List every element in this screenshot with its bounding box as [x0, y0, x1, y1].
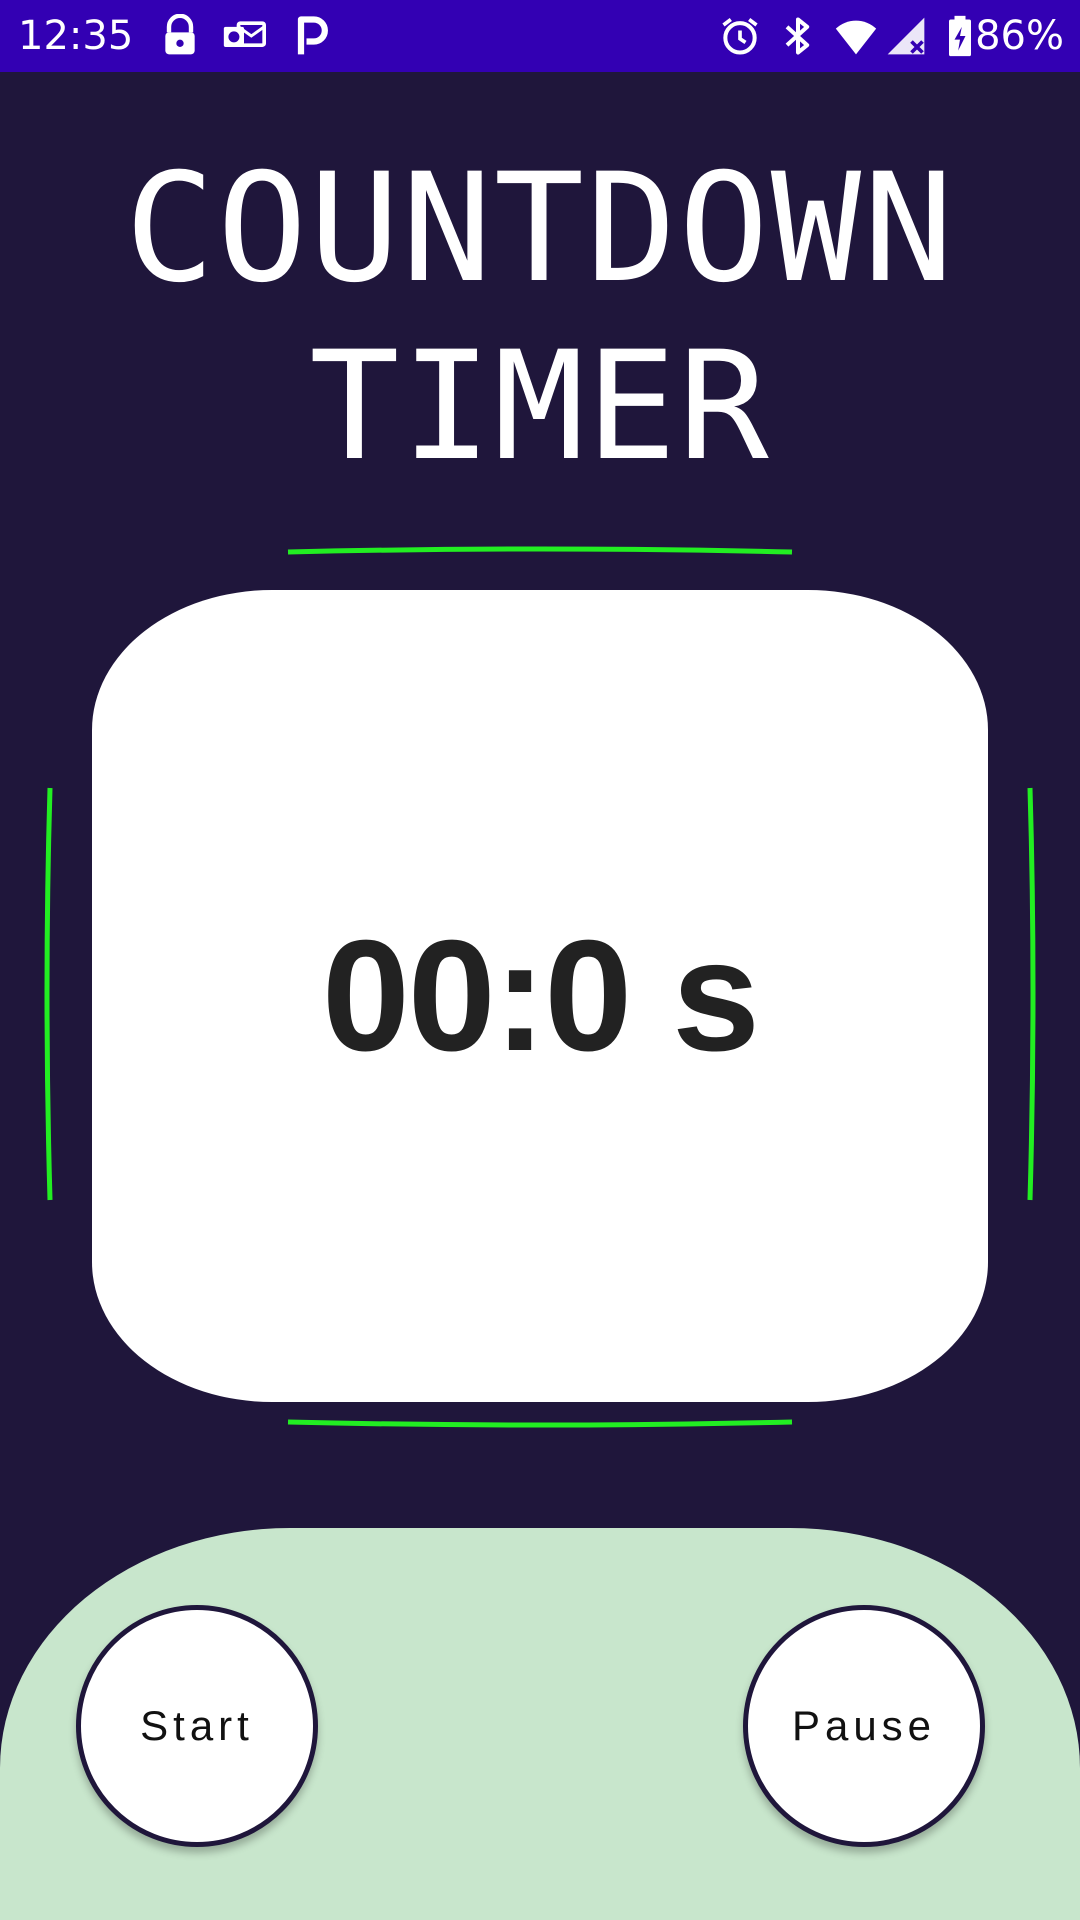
alarm-icon — [722, 18, 758, 55]
status-bar: 12:35 — [0, 0, 1080, 72]
parking-icon — [297, 16, 328, 55]
wifi-icon — [835, 20, 877, 55]
timer-display: 00:0 s — [321, 907, 760, 1084]
lock-icon — [165, 14, 195, 55]
battery-percentage: 86% — [975, 13, 1064, 59]
status-time: 12:35 — [18, 13, 134, 59]
timer-frame-accents — [44, 546, 1036, 1428]
battery-icon — [949, 15, 971, 57]
bluetooth-icon — [785, 17, 810, 55]
pause-button[interactable]: Pause — [743, 1605, 985, 1847]
page-title: COUNTDOWN TIMER — [0, 140, 1080, 496]
signal-icon — [887, 17, 925, 55]
start-button[interactable]: Start — [76, 1605, 318, 1847]
title-line-1: COUNTDOWN — [124, 142, 956, 316]
title-line-2: TIMER — [309, 320, 771, 494]
outlook-icon — [223, 21, 266, 47]
timer-card: 00:0 s — [92, 590, 988, 1402]
